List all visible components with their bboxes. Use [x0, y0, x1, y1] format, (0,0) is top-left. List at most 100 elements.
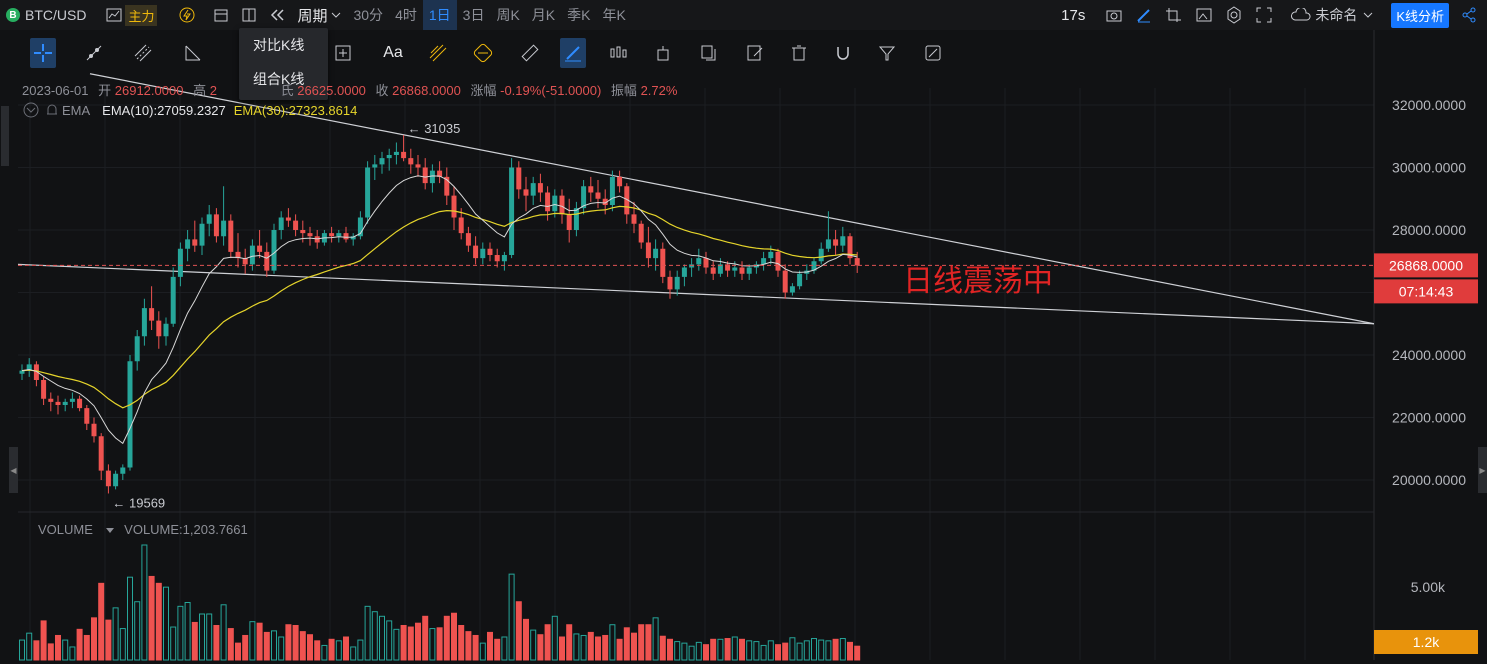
rewind-button[interactable]	[263, 0, 291, 30]
collapse-chevron-icon[interactable]	[22, 101, 40, 119]
volume-bar	[170, 626, 177, 661]
volume-bar	[616, 638, 623, 661]
edit-tool[interactable]	[742, 38, 768, 68]
left-panel-handle[interactable]: ◀	[9, 447, 18, 493]
ruler-tool[interactable]	[517, 38, 543, 68]
sync-tool[interactable]	[920, 38, 946, 68]
period-30m[interactable]: 30分	[347, 0, 389, 30]
alert-bell-icon[interactable]	[44, 102, 60, 118]
edit-icon	[747, 45, 763, 61]
flash-button[interactable]	[173, 0, 201, 30]
image-button[interactable]	[1189, 0, 1219, 30]
candle	[537, 173, 543, 202]
period-3d[interactable]: 3日	[457, 0, 491, 30]
candle	[573, 201, 579, 237]
volume-bar	[407, 626, 414, 661]
volume-bar	[652, 617, 659, 661]
text-tool[interactable]: Aa	[380, 38, 406, 68]
period-1d[interactable]: 1日	[422, 0, 457, 30]
volume-bar	[595, 636, 601, 661]
crosshair-tool[interactable]	[30, 38, 56, 68]
period-month[interactable]: 月K	[526, 0, 561, 30]
fullscreen-button[interactable]	[1249, 0, 1279, 30]
period-year[interactable]: 年K	[596, 0, 631, 30]
candle	[681, 264, 687, 287]
price-tick-label: 32000.0000	[1392, 97, 1466, 113]
candle	[494, 248, 500, 268]
share-button[interactable]	[1455, 0, 1487, 30]
lock-tool[interactable]	[650, 38, 676, 68]
ohlc-open: 26912.0000	[114, 83, 184, 98]
trendline-tool[interactable]	[81, 38, 107, 68]
bars-pattern-tool[interactable]	[606, 38, 632, 68]
candle	[177, 242, 183, 287]
copy-tool[interactable]	[696, 38, 722, 68]
angle-tool[interactable]	[180, 38, 206, 68]
parallel-channel-tool[interactable]	[130, 38, 156, 68]
menu-item-combined-kline[interactable]: 组合K线	[253, 71, 305, 87]
countdown-label: 17s	[1061, 6, 1086, 24]
candle	[185, 230, 191, 262]
volume-bar	[292, 625, 299, 661]
layout-button[interactable]	[235, 0, 263, 30]
period-dropdown[interactable]: 周期	[291, 0, 347, 30]
right-panel-handle[interactable]: ▶	[1478, 447, 1487, 493]
pattern-tool[interactable]	[470, 38, 496, 68]
volume-bar	[184, 602, 191, 661]
volume-bar	[98, 582, 105, 661]
brush-tool[interactable]	[560, 38, 586, 68]
screenshot-button[interactable]	[1099, 0, 1129, 30]
period-week[interactable]: 周K	[490, 0, 525, 30]
volume-bar	[508, 573, 515, 661]
measure-box-tool[interactable]	[330, 38, 356, 68]
volume-bar	[155, 582, 162, 661]
left-edge-handle[interactable]	[1, 106, 9, 166]
volume-bar	[832, 638, 839, 661]
bitcoin-icon: B	[6, 8, 20, 22]
period-3d-label: 3日	[462, 7, 485, 23]
volume-bar	[645, 624, 652, 661]
volume-bar	[580, 634, 587, 661]
volume-bar	[631, 632, 637, 661]
settings-button[interactable]	[1219, 0, 1249, 30]
chevron-down-icon	[332, 12, 341, 18]
kline-analysis-button[interactable]: K线分析	[1391, 2, 1449, 28]
volume-bar	[739, 638, 745, 661]
candle	[429, 164, 435, 193]
candle	[775, 248, 781, 277]
fib-tool[interactable]	[425, 38, 451, 68]
symbol-selector[interactable]: B BTC/USD	[0, 0, 92, 30]
crop-button[interactable]	[1159, 0, 1189, 30]
candle	[789, 283, 795, 296]
chevron-down-icon[interactable]	[105, 526, 115, 534]
candle	[638, 220, 644, 249]
top-bar: B BTC/USD 主力 周期 30分 4时 1日 3日 周K 月K 季K 年K…	[0, 0, 1487, 30]
gear-icon	[1227, 6, 1241, 24]
volume-bar	[465, 631, 472, 661]
resistance-trendline[interactable]	[89, 73, 1375, 325]
layout-name-selector[interactable]: 未命名	[1285, 0, 1379, 30]
delete-tool[interactable]	[786, 38, 812, 68]
current-price-tag-text: 26868.0000	[1389, 257, 1463, 273]
period-4h[interactable]: 4时	[389, 0, 423, 30]
draw-toggle-button[interactable]	[1129, 0, 1159, 30]
menu-item-compare-kline[interactable]: 对比K线	[253, 37, 305, 53]
candle	[530, 176, 536, 205]
sync-icon	[925, 45, 941, 61]
volume-bar	[753, 641, 760, 661]
support-trendline[interactable]	[17, 263, 1375, 325]
rewind-icon	[271, 9, 284, 21]
magnet-tool[interactable]	[830, 38, 856, 68]
period-quarter[interactable]: 季K	[561, 0, 596, 30]
brush-icon	[565, 46, 581, 62]
volume-bar	[249, 621, 256, 661]
candle	[811, 258, 817, 274]
filter-tool[interactable]	[874, 38, 900, 68]
candle	[581, 180, 587, 215]
main-chart-type[interactable]: 主力	[100, 0, 163, 30]
candle	[833, 230, 839, 255]
candle	[739, 261, 745, 280]
candle	[710, 261, 716, 280]
calendar-button[interactable]	[207, 0, 235, 30]
